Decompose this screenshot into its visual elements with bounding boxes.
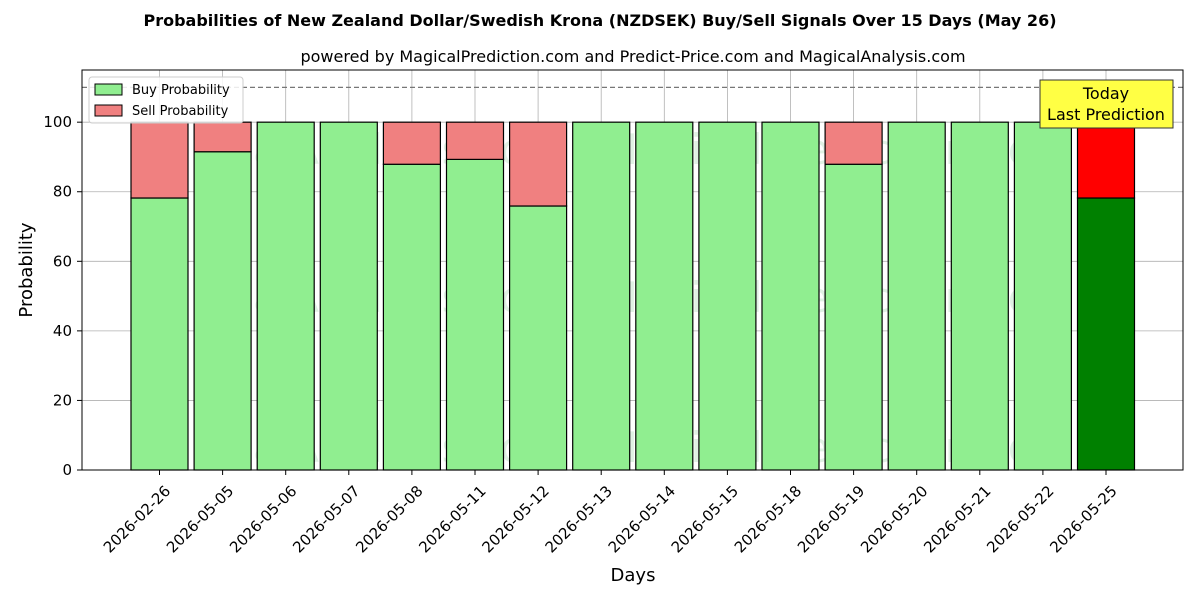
y-tick-label: 40 bbox=[53, 322, 72, 340]
legend-swatch bbox=[94, 104, 123, 117]
x-tick-label: 2026-05-07 bbox=[289, 482, 363, 556]
bar-sell bbox=[445, 121, 505, 160]
bar-buy bbox=[256, 121, 315, 471]
legend-label: Buy Probability bbox=[132, 83, 230, 98]
x-tick-label: 2026-05-21 bbox=[920, 482, 994, 556]
annotation-line2: Last Prediction bbox=[1047, 105, 1165, 124]
bar-buy bbox=[445, 158, 505, 471]
y-tick-label: 60 bbox=[53, 252, 72, 270]
annotation-line1: Today bbox=[1082, 84, 1129, 103]
x-tick-label: 2026-05-11 bbox=[415, 482, 489, 556]
bar-sell bbox=[130, 121, 189, 199]
x-tick-label: 2026-05-18 bbox=[731, 482, 805, 556]
bar-buy bbox=[1013, 121, 1073, 471]
bar-buy bbox=[1076, 197, 1136, 471]
bars-group bbox=[130, 121, 1136, 471]
x-tick-label: 2026-05-13 bbox=[542, 482, 616, 556]
y-axis-ticks: 0 20 40 60 80 100 bbox=[43, 113, 82, 479]
bar-sell bbox=[1076, 121, 1136, 199]
y-axis-label: Probability bbox=[16, 222, 37, 317]
bar-buy bbox=[887, 121, 946, 471]
bar-buy bbox=[761, 121, 820, 471]
y-tick-label: 80 bbox=[53, 183, 72, 201]
bar-buy bbox=[635, 121, 694, 471]
x-tick-label: 2026-05-20 bbox=[857, 482, 931, 556]
bar-buy bbox=[382, 163, 441, 471]
legend: Buy Probability Sell Probability bbox=[88, 76, 244, 124]
bar-buy bbox=[950, 121, 1009, 471]
bar-sell bbox=[824, 121, 883, 165]
bar-buy bbox=[698, 121, 757, 471]
bar-sell bbox=[382, 121, 441, 165]
y-tick-label: 0 bbox=[62, 461, 72, 479]
x-tick-label: 2026-05-14 bbox=[605, 482, 679, 556]
x-tick-label: 2026-05-22 bbox=[983, 482, 1057, 556]
bar-buy bbox=[824, 163, 883, 471]
y-tick-label: 100 bbox=[43, 113, 72, 131]
bar-buy bbox=[130, 197, 189, 471]
plot-border bbox=[81, 69, 1184, 471]
x-tick-label: 2026-05-08 bbox=[352, 482, 426, 556]
bar-buy bbox=[319, 121, 378, 471]
bar-buy bbox=[572, 121, 631, 471]
legend-box bbox=[88, 76, 244, 124]
bar-buy bbox=[193, 151, 252, 471]
x-tick-label: 2026-02-26 bbox=[100, 482, 174, 556]
bar-buy bbox=[509, 205, 568, 471]
y-tick-label: 20 bbox=[53, 391, 72, 409]
x-tick-label: 2026-05-19 bbox=[794, 482, 868, 556]
chart-title: Probabilities of New Zealand Dollar/Swed… bbox=[143, 11, 1056, 30]
bar-sell bbox=[509, 121, 568, 207]
x-axis-ticks: 2026-02-262026-05-052026-05-062026-05-07… bbox=[100, 470, 1121, 556]
today-annotation: Today Last Prediction bbox=[1039, 79, 1174, 129]
x-tick-label: 2026-05-05 bbox=[163, 482, 237, 556]
annotation-box bbox=[1039, 79, 1174, 129]
x-tick-label: 2026-05-12 bbox=[478, 482, 552, 556]
x-tick-label: 2026-05-06 bbox=[226, 482, 300, 556]
legend-label: Sell Probability bbox=[132, 104, 229, 119]
x-tick-label: 2026-05-15 bbox=[668, 482, 742, 556]
legend-swatch bbox=[94, 83, 123, 96]
bar-sell bbox=[193, 121, 252, 153]
x-axis-label: Days bbox=[611, 565, 656, 586]
x-tick-label: 2026-05-25 bbox=[1046, 482, 1120, 556]
chart-subtitle: powered by MagicalPrediction.com and Pre… bbox=[300, 47, 965, 66]
